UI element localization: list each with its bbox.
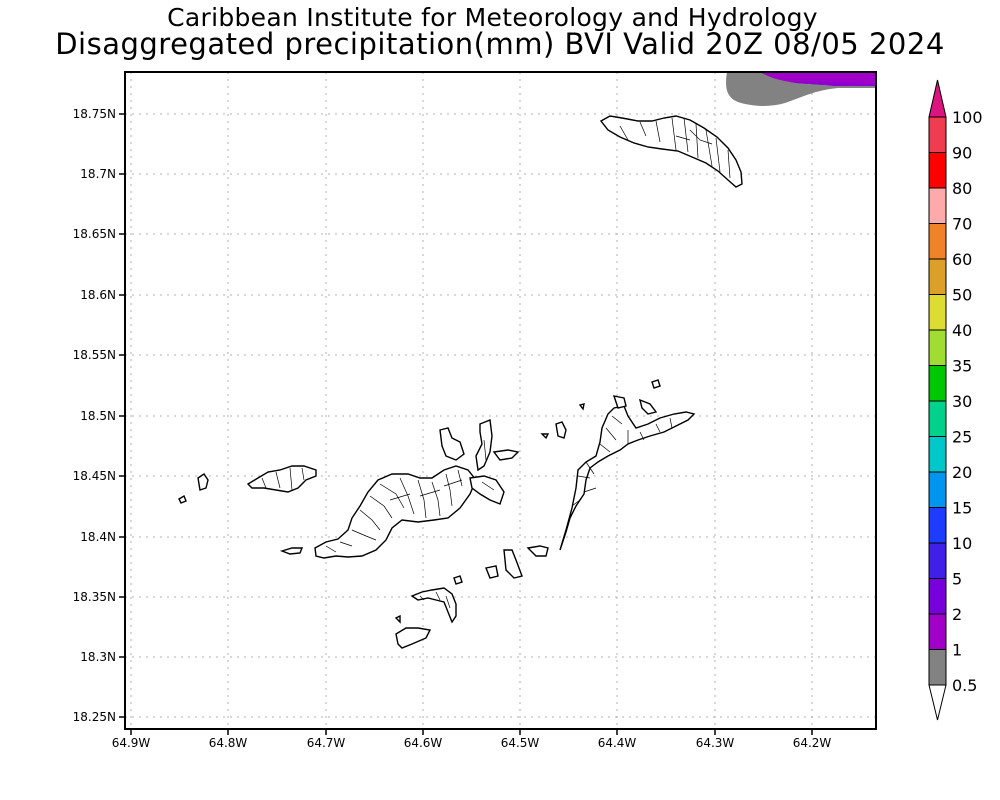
colorbar-label: 1 xyxy=(952,641,962,660)
colorbar-label: 2 xyxy=(952,605,962,624)
colorbar-segment xyxy=(928,578,947,615)
colorbar-bottom-arrow xyxy=(928,684,947,721)
lon-label: 64.4W xyxy=(598,736,637,750)
colorbar-segment xyxy=(928,613,947,650)
colorbar-label: 20 xyxy=(952,463,972,482)
lat-label: 18.5N xyxy=(80,409,116,423)
lon-label: 64.2W xyxy=(793,736,832,750)
islands xyxy=(178,115,743,649)
colorbar-segment xyxy=(928,436,947,473)
lon-label: 64.5W xyxy=(501,736,540,750)
map-frame xyxy=(124,71,877,730)
lat-label: 18.3N xyxy=(80,650,116,664)
lat-label: 18.35N xyxy=(73,590,116,604)
colorbar-label: 90 xyxy=(952,144,972,163)
colorbar-label: 30 xyxy=(952,392,972,411)
title-institute: Caribbean Institute for Meteorology and … xyxy=(167,3,818,32)
lon-label: 64.8W xyxy=(209,736,248,750)
island-tortola xyxy=(314,465,477,559)
island-virgin-gorda xyxy=(559,405,696,551)
colorbar-segment xyxy=(928,294,947,331)
colorbar: 100 90 80 70 60 50 40 35 30 25 20 15 10 5 2 1 0.5 xyxy=(928,79,983,721)
map-panel: 18.75N 18.7N 18.65N 18.6N 18.55N 18.5N 1… xyxy=(73,71,877,750)
lat-label: 18.45N xyxy=(73,469,116,483)
lon-label: 64.7W xyxy=(307,736,346,750)
lon-label: 64.3W xyxy=(696,736,735,750)
colorbar-segment xyxy=(928,507,947,544)
lat-label: 18.6N xyxy=(80,288,116,302)
colorbar-label: 5 xyxy=(952,570,962,589)
colorbar-label: 80 xyxy=(952,179,972,198)
colorbar-label: 15 xyxy=(952,499,972,518)
colorbar-segment xyxy=(928,542,947,579)
colorbar-label: 35 xyxy=(952,357,972,376)
island-anegada xyxy=(599,115,743,188)
lat-label: 18.4N xyxy=(80,530,116,544)
colorbar-label: 40 xyxy=(952,321,972,340)
colorbar-label: 100 xyxy=(952,108,983,127)
colorbar-segment xyxy=(928,400,947,437)
island-jost-van-dyke xyxy=(246,465,317,493)
lat-label: 18.7N xyxy=(80,167,116,181)
lat-label: 18.65N xyxy=(73,227,116,241)
colorbar-segment xyxy=(928,329,947,366)
colorbar-segment xyxy=(928,223,947,260)
colorbar-label: 70 xyxy=(952,215,972,234)
lon-label: 64.9W xyxy=(112,736,151,750)
lon-label: 64.6W xyxy=(404,736,443,750)
colorbar-segment xyxy=(928,258,947,295)
colorbar-segment xyxy=(928,365,947,402)
colorbar-segment xyxy=(928,187,947,224)
colorbar-segment xyxy=(928,152,947,189)
island-norman xyxy=(410,587,457,624)
island-beef xyxy=(469,475,505,505)
colorbar-segment xyxy=(928,649,947,686)
colorbar-label: 10 xyxy=(952,534,972,553)
colorbar-segment xyxy=(928,116,947,153)
title-product: Disaggregated precipitation(mm) BVI Vali… xyxy=(55,27,945,61)
lat-label: 18.75N xyxy=(73,107,116,121)
colorbar-label: 0.5 xyxy=(952,676,977,695)
lat-label: 18.25N xyxy=(73,710,116,724)
colorbar-label: 25 xyxy=(952,428,972,447)
colorbar-label: 50 xyxy=(952,286,972,305)
colorbar-segment xyxy=(928,471,947,508)
lat-label: 18.55N xyxy=(73,348,116,362)
colorbar-label: 60 xyxy=(952,250,972,269)
colorbar-top-arrow xyxy=(928,79,947,118)
